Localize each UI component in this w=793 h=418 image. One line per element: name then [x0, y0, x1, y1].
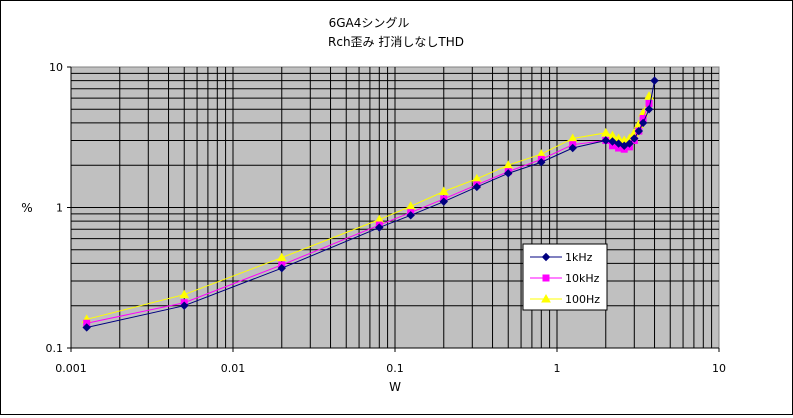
data-point: [600, 127, 611, 137]
data-point: [630, 134, 639, 143]
data-point: [650, 76, 659, 85]
data-point: [614, 139, 623, 148]
legend-label: 1kHz: [565, 251, 593, 264]
x-tick-label: 0.01: [221, 362, 246, 375]
chart-title: 6GA4シングル: [329, 16, 410, 30]
y-axis-label: %: [21, 201, 32, 215]
data-point: [638, 118, 648, 128]
legend-label: 100Hz: [565, 293, 600, 306]
data-point: [277, 263, 286, 273]
series-1kHz: [82, 76, 659, 332]
chart-subtitle: Rch歪み 打消しなしTHD: [328, 35, 464, 49]
x-tick-label: 1: [554, 362, 561, 375]
data-point: [438, 186, 449, 195]
data-point: [542, 274, 550, 282]
tick-labels: 0.001 0.01 0.1 1 10 0.1 1 10: [46, 61, 727, 375]
data-point: [179, 289, 190, 299]
data-point: [180, 301, 189, 310]
x-tick-label: 0.1: [386, 362, 404, 375]
data-point: [644, 105, 654, 114]
data-point: [439, 197, 448, 206]
data-point: [541, 252, 551, 262]
data-point: [406, 211, 415, 220]
x-tick-label: 0.001: [55, 362, 87, 375]
y-tick-label: 10: [49, 61, 63, 74]
data-point: [276, 252, 287, 262]
data-point: [608, 137, 617, 146]
series-layer: [81, 76, 659, 332]
data-point: [472, 182, 482, 192]
x-axis-label: W: [389, 380, 401, 394]
data-point: [634, 126, 644, 136]
data-point: [504, 169, 513, 178]
y-tick-label: 0.1: [46, 342, 64, 355]
data-point: [537, 158, 546, 167]
data-point: [375, 223, 384, 232]
data-point: [82, 323, 91, 332]
data-point: [541, 293, 551, 303]
x-tick-label: 10: [712, 362, 726, 375]
y-tick-label: 1: [56, 202, 63, 215]
legend-label: 10kHz: [565, 272, 600, 285]
legend: 1kHz 10kHz 100Hz: [522, 243, 608, 311]
data-point: [625, 139, 634, 148]
data-point: [568, 143, 577, 153]
data-point: [601, 136, 610, 145]
